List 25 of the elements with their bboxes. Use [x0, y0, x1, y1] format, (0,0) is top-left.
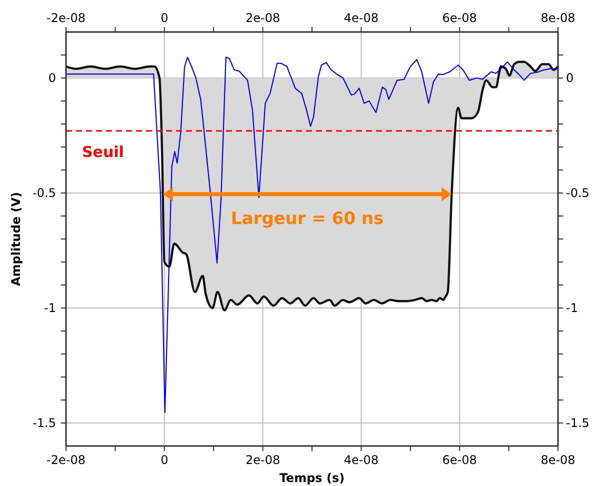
x-tick-label: -2e-08 [46, 453, 86, 467]
y2-tick-label: -1 [566, 301, 578, 315]
x-tick-label: 0 [160, 453, 168, 467]
x2-tick-label: 6e-08 [442, 11, 477, 25]
y-tick-label: -1.5 [32, 416, 56, 430]
x2-tick-label: 0 [160, 11, 168, 25]
y-axis-title: Amplitude (V) [9, 192, 23, 286]
x2-tick-label: 2e-08 [245, 11, 280, 25]
x2-tick-label: 4e-08 [344, 11, 379, 25]
y2-tick-label: -0.5 [566, 186, 590, 200]
y2-tick-label: 0 [566, 71, 574, 85]
x2-tick-label: 8e-08 [540, 11, 576, 25]
x2-tick-label: -2e-08 [46, 11, 86, 25]
annotation: Largeur = 60 ns [230, 209, 384, 230]
line-series [65, 56, 559, 414]
y-tick-label: -1 [44, 301, 56, 315]
x-tick-label: 2e-08 [245, 453, 280, 467]
x-tick-label: 8e-08 [540, 453, 576, 467]
y2-tick-label: -1.5 [566, 416, 590, 430]
x-tick-label: 6e-08 [442, 453, 477, 467]
y-tick-label: 0 [48, 71, 56, 85]
x-axis-title: Temps (s) [279, 471, 345, 485]
x-tick-label: 4e-08 [344, 453, 379, 467]
ref-line-label: Seuil [82, 142, 124, 161]
y-tick-label: -0.5 [32, 186, 56, 200]
